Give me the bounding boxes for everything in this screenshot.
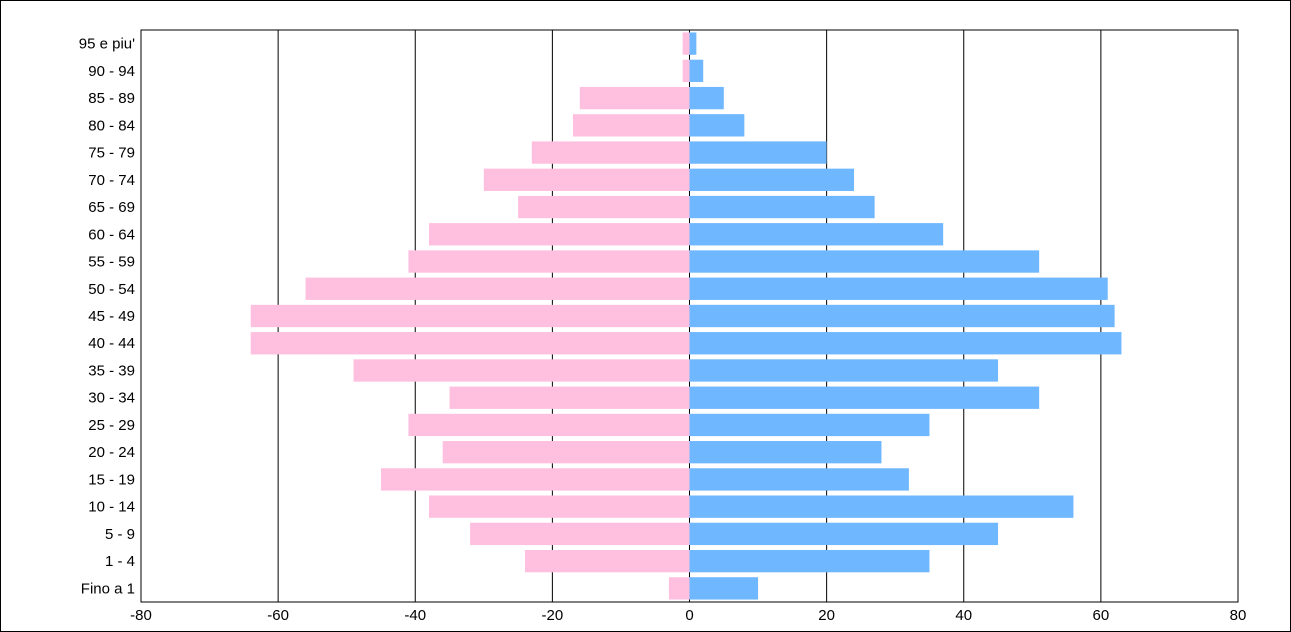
category-label: 20 - 24 xyxy=(88,444,135,461)
bar-right xyxy=(689,468,909,491)
bar-left xyxy=(572,114,690,137)
bar-right xyxy=(689,277,1108,300)
category-label: Fino a 1 xyxy=(81,580,135,597)
category-label: 50 - 54 xyxy=(88,281,135,298)
labels-layer: -80 -60 -40 -20 0 20 40 60 80 Fino a 1 1 - 4 5 - 9 1… xyxy=(79,36,1247,624)
category-label: 30 - 34 xyxy=(88,390,135,407)
bar-right xyxy=(689,86,724,110)
bar-left xyxy=(353,359,690,382)
plot-area-border xyxy=(140,29,1239,603)
bar-left xyxy=(250,304,690,328)
bar-right xyxy=(689,332,1122,355)
category-label: 65 - 69 xyxy=(88,199,135,216)
bar-left xyxy=(483,168,690,191)
bar-right xyxy=(689,304,1115,328)
bar-right xyxy=(689,441,882,464)
x-tick-label: 40 xyxy=(955,607,972,624)
category-label: 80 - 84 xyxy=(88,117,135,134)
bar-left xyxy=(442,441,690,464)
category-label: 45 - 49 xyxy=(88,308,135,325)
bar-left xyxy=(524,549,690,573)
category-label: 35 - 39 xyxy=(88,362,135,379)
x-tick-label: 20 xyxy=(818,607,835,624)
bar-right xyxy=(689,413,930,437)
bar-right xyxy=(689,32,697,55)
bar-right xyxy=(689,522,999,546)
bar-left xyxy=(518,195,690,219)
category-label: 75 - 79 xyxy=(88,145,135,162)
bars-layer xyxy=(250,32,1122,600)
category-label: 55 - 59 xyxy=(88,254,135,271)
bar-right xyxy=(689,223,944,246)
x-tick-label: -60 xyxy=(267,607,289,624)
category-label: 70 - 74 xyxy=(88,172,135,189)
category-label: 10 - 14 xyxy=(88,499,135,516)
bar-right xyxy=(689,59,704,83)
bar-right xyxy=(689,549,930,573)
bar-left xyxy=(668,577,690,600)
bar-right xyxy=(689,495,1074,518)
x-tick-label: 60 xyxy=(1093,607,1110,624)
bar-right xyxy=(689,359,999,382)
category-label: 40 - 44 xyxy=(88,335,135,352)
bar-left xyxy=(380,468,690,491)
bar-right xyxy=(689,195,875,219)
bar-left xyxy=(305,277,690,300)
bar-right xyxy=(689,168,855,191)
bar-left xyxy=(470,522,690,546)
bar-right xyxy=(689,250,1040,273)
x-tick-label: -20 xyxy=(542,607,564,624)
x-tick-label: -40 xyxy=(404,607,426,624)
category-label: 1 - 4 xyxy=(105,553,135,570)
x-tick-label: 0 xyxy=(685,607,693,624)
bar-left xyxy=(449,386,690,409)
bar-left xyxy=(250,332,690,355)
bar-right xyxy=(689,114,745,137)
category-label: 90 - 94 xyxy=(88,63,135,80)
category-label: 5 - 9 xyxy=(105,526,135,543)
bar-right xyxy=(689,577,759,600)
x-tick-label: 80 xyxy=(1230,607,1247,624)
category-label: 85 - 89 xyxy=(88,90,135,107)
category-label: 60 - 64 xyxy=(88,226,135,243)
bar-left xyxy=(579,86,690,110)
category-label: 25 - 29 xyxy=(88,417,135,434)
bar-left xyxy=(408,250,690,273)
bar-left xyxy=(408,413,690,437)
bar-left xyxy=(682,32,690,55)
category-label: 95 e piu' xyxy=(79,36,135,53)
bar-left xyxy=(682,59,690,83)
x-tick-label: -80 xyxy=(130,607,152,624)
bar-right xyxy=(689,141,827,164)
bar-left xyxy=(428,495,690,518)
bar-right xyxy=(689,386,1040,409)
bar-left xyxy=(428,223,690,246)
bar-left xyxy=(531,141,690,164)
category-label: 15 - 19 xyxy=(88,471,135,488)
